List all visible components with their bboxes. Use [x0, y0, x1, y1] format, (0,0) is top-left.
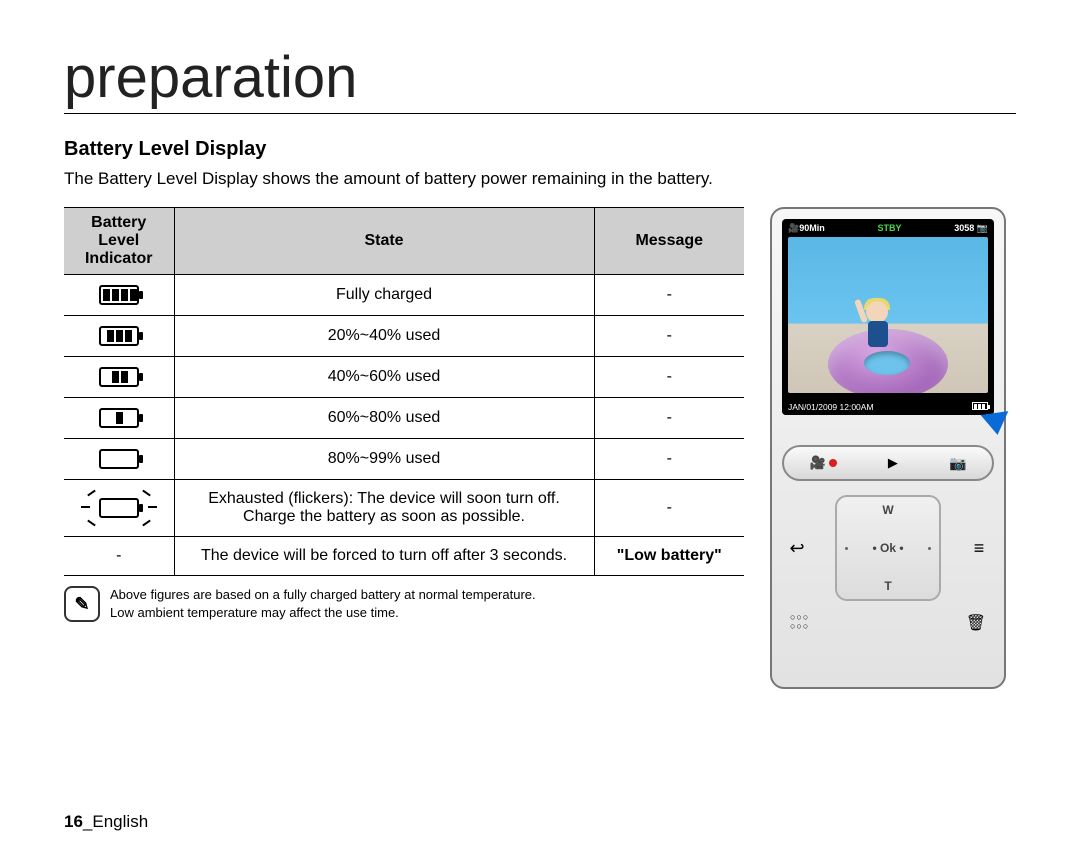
table-row: 20%~40% used-	[64, 316, 744, 357]
note-icon: ✎	[64, 586, 100, 622]
battery-indicator-cell	[64, 398, 174, 439]
dpad-down[interactable]: T	[884, 579, 891, 593]
table-row: Exhausted (flickers): The device will so…	[64, 480, 744, 537]
message-cell: -	[594, 316, 744, 357]
dpad-ok[interactable]: • Ok •	[872, 541, 903, 555]
battery-icon	[99, 408, 139, 428]
table-row: 40%~60% used-	[64, 357, 744, 398]
battery-indicator-cell	[64, 275, 174, 316]
screen-shots: 3058 📷	[954, 223, 988, 234]
screen-datetime: JAN/01/2009 12:00AM	[788, 402, 874, 412]
menu-icon[interactable]: ≡	[968, 538, 990, 559]
battery-indicator-cell	[64, 316, 174, 357]
state-cell: 60%~80% used	[174, 398, 594, 439]
table-row: Fully charged-	[64, 275, 744, 316]
th-state: State	[174, 208, 594, 275]
th-message: Message	[594, 208, 744, 275]
battery-indicator-cell	[64, 357, 174, 398]
battery-indicator-cell: -	[64, 537, 174, 576]
section-title: Battery Level Display	[64, 138, 1016, 161]
table-row: 80%~99% used-	[64, 439, 744, 480]
state-cell: The device will be forced to turn off af…	[174, 537, 594, 576]
battery-indicator-cell	[64, 480, 174, 537]
state-cell: 20%~40% used	[174, 316, 594, 357]
device-mockup: 🎥90Min STBY 3058 📷 JAN/01/2009 12:00AM 🎥…	[770, 207, 1006, 689]
note-line1: Above figures are based on a fully charg…	[110, 587, 536, 602]
battery-icon	[99, 449, 139, 469]
dpad-right[interactable]	[928, 547, 931, 550]
battery-indicator-cell	[64, 439, 174, 480]
dpad[interactable]: W • Ok • T	[835, 495, 941, 601]
grid-icon[interactable]: ○○○○○○	[790, 613, 809, 633]
device-screen: 🎥90Min STBY 3058 📷 JAN/01/2009 12:00AM	[782, 219, 994, 415]
state-cell: 40%~60% used	[174, 357, 594, 398]
page-number: 16	[64, 812, 83, 831]
message-cell: -	[594, 439, 744, 480]
playback-mode-icon[interactable]: ▶	[888, 455, 898, 471]
table-row: 60%~80% used-	[64, 398, 744, 439]
dpad-up[interactable]: W	[882, 503, 893, 517]
table-row: -The device will be forced to turn off a…	[64, 537, 744, 576]
back-icon[interactable]: ↩	[786, 538, 808, 559]
message-cell: -	[594, 480, 744, 537]
screen-time-remaining: 🎥90Min	[788, 223, 825, 234]
dpad-left[interactable]	[845, 547, 848, 550]
state-cell: Exhausted (flickers): The device will so…	[174, 480, 594, 537]
page-footer: 16_English	[64, 812, 148, 832]
screen-status: STBY	[877, 223, 901, 234]
message-cell: "Low battery"	[594, 537, 744, 576]
chapter-title: preparation	[64, 44, 1016, 114]
battery-icon	[99, 498, 139, 518]
screen-photo	[788, 237, 988, 393]
page-language: English	[92, 812, 148, 831]
note-text: Above figures are based on a fully charg…	[110, 586, 536, 621]
callout-pointer-icon	[981, 411, 1012, 437]
message-cell: -	[594, 275, 744, 316]
state-cell: Fully charged	[174, 275, 594, 316]
screen-battery-icon	[972, 402, 988, 410]
state-cell: 80%~99% used	[174, 439, 594, 480]
message-cell: -	[594, 357, 744, 398]
battery-icon	[99, 285, 139, 305]
battery-icon	[99, 367, 139, 387]
intro-text: The Battery Level Display shows the amou…	[64, 169, 1016, 189]
battery-icon	[99, 326, 139, 346]
video-mode-icon[interactable]: 🎥	[810, 455, 837, 471]
mode-switch[interactable]: 🎥 ▶ 📷	[782, 445, 994, 481]
battery-table: BatteryLevelIndicator State Message Full…	[64, 207, 744, 576]
delete-icon[interactable]: 🗑	[966, 613, 986, 633]
note-line2: Low ambient temperature may affect the u…	[110, 605, 399, 620]
photo-mode-icon[interactable]: 📷	[949, 455, 966, 472]
th-indicator: BatteryLevelIndicator	[64, 208, 174, 275]
message-cell: -	[594, 398, 744, 439]
